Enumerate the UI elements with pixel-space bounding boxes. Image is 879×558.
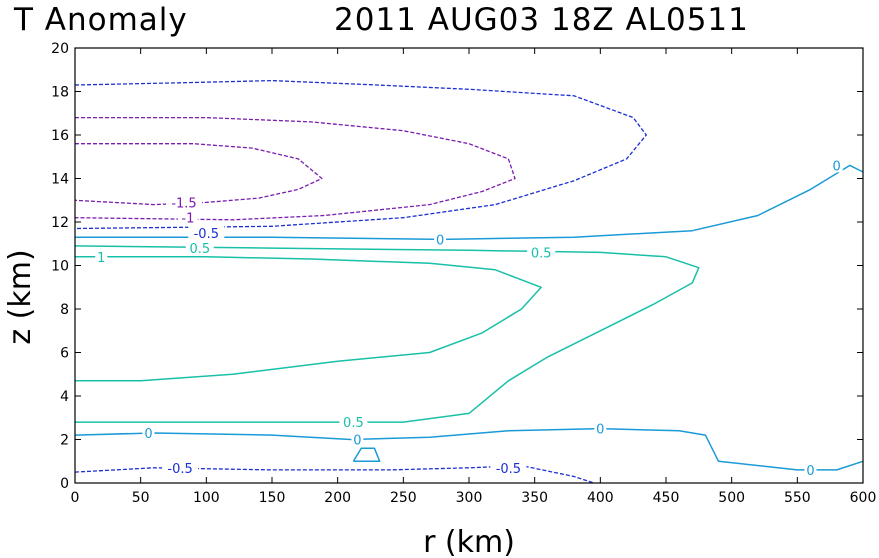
y-tick-label-9: 18 (51, 85, 69, 101)
x-tick-label-6: 300 (456, 490, 483, 506)
x-tick-label-12: 600 (850, 490, 877, 506)
contour-label-bg-6 (95, 248, 108, 264)
x-tick-label-7: 350 (521, 490, 548, 506)
contour-label-bg-2 (188, 224, 225, 240)
contour-line-2 (74, 143, 323, 206)
contour-label-bg-9 (142, 425, 155, 440)
contour-line-7 (352, 447, 381, 463)
contour-label-bg-10 (351, 431, 364, 447)
contour-label-4: 0.5 (189, 242, 210, 257)
chart-title-left: T Anomaly (13, 2, 188, 38)
contour-label-10: 0 (353, 434, 361, 449)
contour-label-bg-3 (434, 231, 447, 247)
x-tick-label-0: 0 (71, 490, 80, 506)
contour-label-0: -1.5 (171, 196, 196, 211)
contour-line-3 (75, 164, 864, 241)
contour-label-bg-5 (527, 244, 556, 260)
contour-label-bg-7 (830, 157, 843, 173)
contour-label-5: 0.5 (531, 246, 552, 261)
y-tick-label-10: 20 (51, 41, 69, 57)
contour-label-1: -1 (181, 212, 194, 227)
contour-label-bg-4 (185, 240, 214, 256)
contour-line-1 (74, 116, 516, 221)
contour-label-11: 0 (596, 423, 604, 438)
y-tick-label-1: 2 (60, 433, 69, 449)
contour-label-bg-13 (162, 459, 199, 475)
x-axis-ticks: 0 50 100 150 200 250 300 350 400 450 500 550 600 (71, 48, 877, 506)
y-tick-label-5: 10 (51, 259, 69, 275)
contour-label-3: 0 (436, 233, 444, 248)
contour-label-12: 0 (806, 464, 814, 479)
x-axis-label: r (km) (423, 525, 515, 558)
contour-label-6: 1 (97, 251, 105, 266)
contour-label-9: 0 (144, 427, 152, 442)
x-tick-label-9: 450 (653, 490, 680, 506)
x-tick-label-4: 200 (324, 490, 351, 506)
contour-label-14: -0.5 (496, 462, 521, 477)
contour-label-2: -0.5 (194, 227, 219, 242)
plot-frame (74, 47, 864, 484)
chart-title-right: 2011 AUG03 18Z AL0511 (334, 2, 749, 38)
y-tick-label-7: 14 (51, 172, 69, 188)
x-tick-label-2: 100 (193, 490, 220, 506)
contour-label-bg-12 (804, 461, 817, 477)
x-tick-label-11: 550 (784, 490, 811, 506)
x-tick-label-3: 150 (259, 490, 286, 506)
y-axis-label: z (km) (3, 249, 38, 344)
y-tick-label-6: 12 (51, 215, 69, 231)
contour-label-bg-1 (177, 209, 198, 225)
contour-label-bg-8 (339, 414, 368, 430)
x-tick-label-1: 50 (132, 490, 150, 506)
y-tick-label-0: 0 (60, 476, 69, 492)
contour-line-4 (74, 245, 700, 423)
x-tick-label-5: 250 (390, 490, 417, 506)
y-tick-label-3: 6 (60, 346, 69, 362)
y-tick-label-8: 16 (51, 128, 69, 144)
contour-line-5 (75, 256, 542, 382)
contour-line-0 (74, 79, 647, 230)
contour-label-7: 0 (833, 159, 841, 174)
y-tick-label-2: 4 (60, 389, 69, 405)
contour-label-bg-14 (490, 459, 527, 475)
x-tick-label-10: 500 (718, 490, 745, 506)
contour-label-bg-0 (166, 194, 202, 210)
contour-label-bg-11 (594, 420, 607, 436)
x-tick-label-8: 400 (587, 490, 614, 506)
contour-label-13: -0.5 (167, 462, 192, 477)
y-tick-label-4: 8 (60, 302, 69, 318)
contour-label-8: 0.5 (343, 416, 364, 431)
contour-lines (74, 79, 864, 484)
